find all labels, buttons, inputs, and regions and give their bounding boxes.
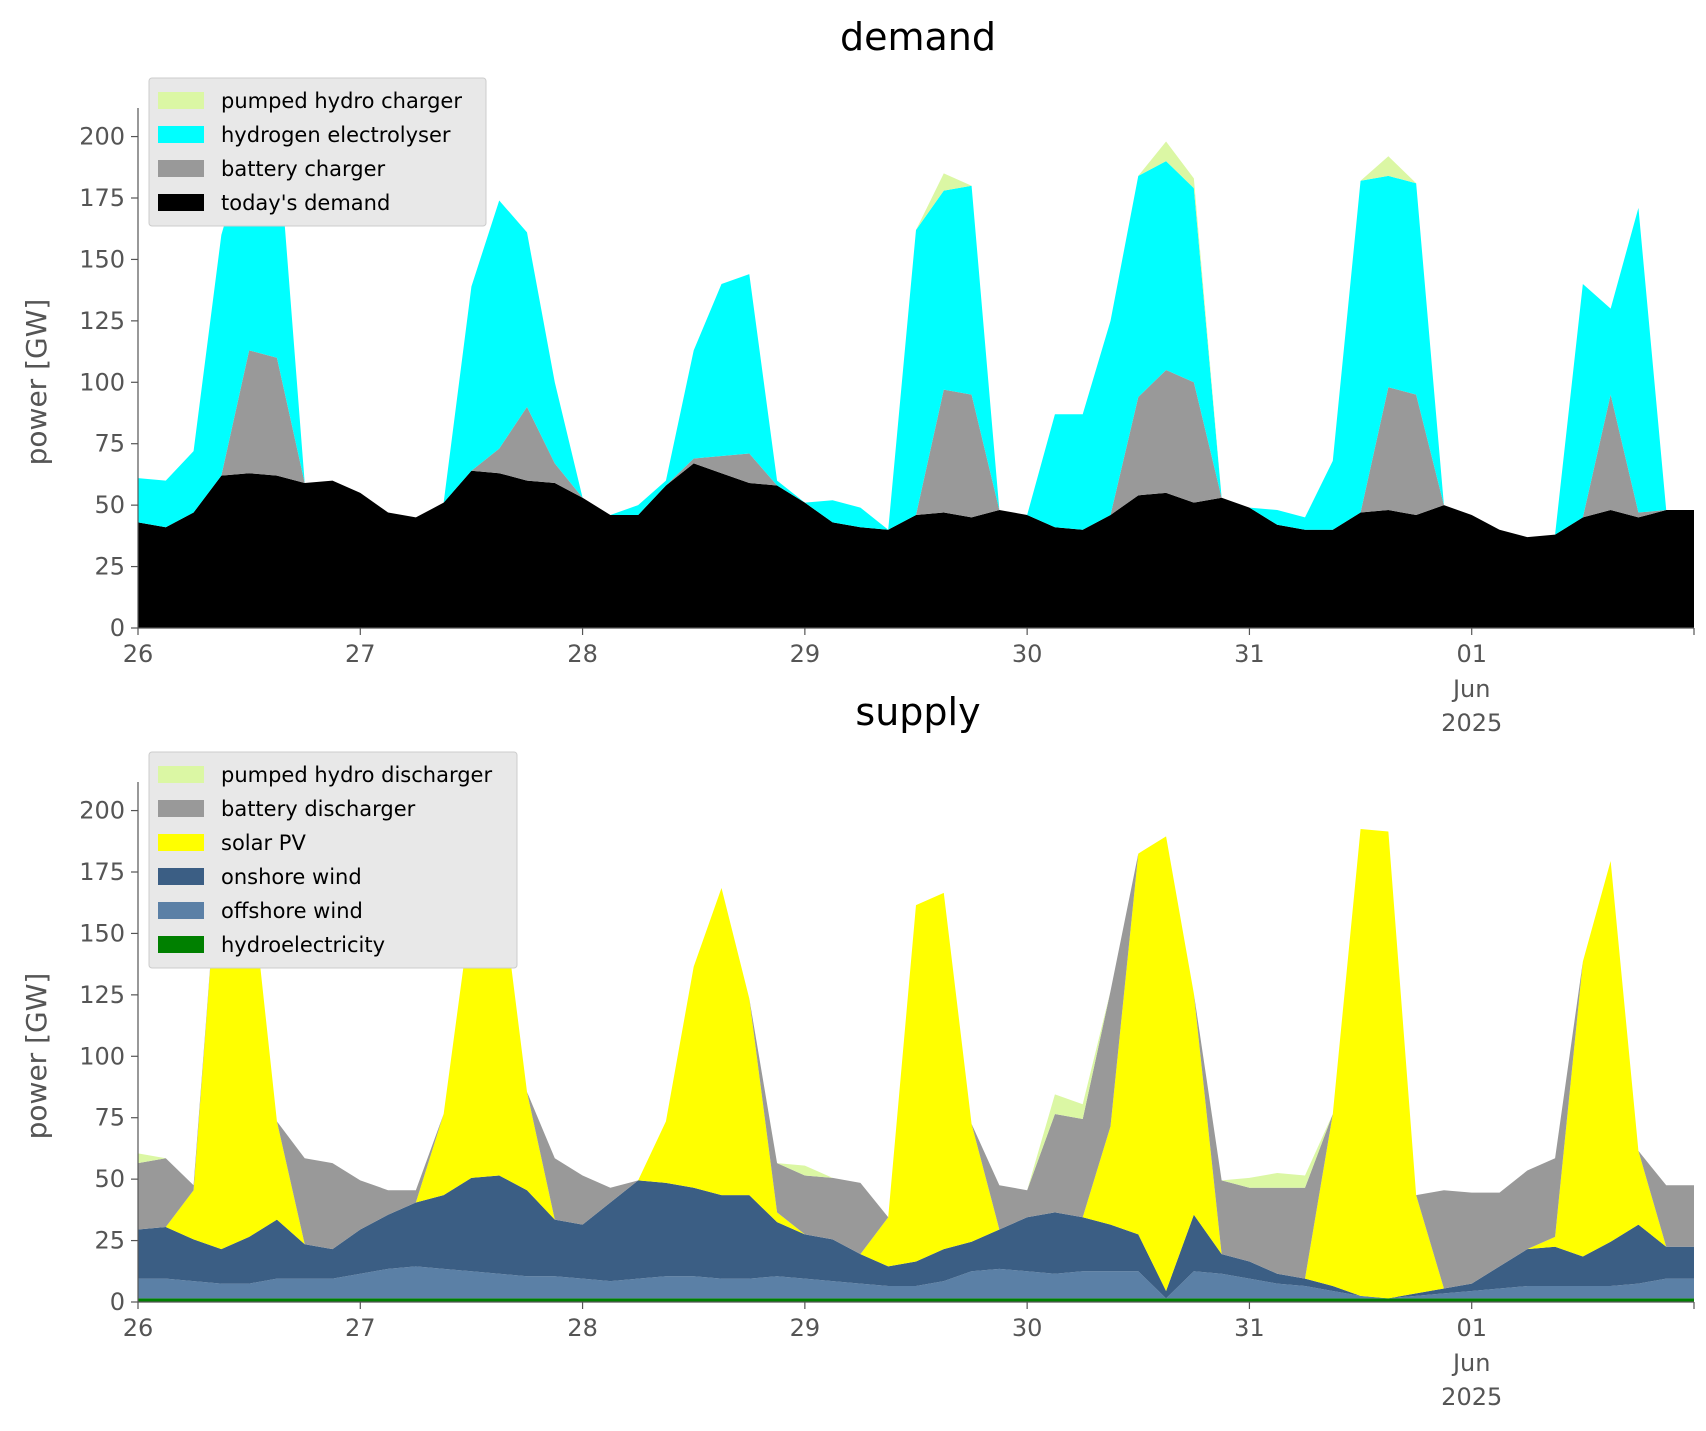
y-tick-label: 25 [94,1227,125,1255]
x-tick-label: 26 [123,1314,154,1342]
y-tick-label: 100 [79,368,125,396]
x-tick-label: 27 [345,1314,376,1342]
x-tick-label: 26 [123,640,154,668]
legend-swatch-battery-charger [158,160,204,177]
x-tick-label: 29 [790,1314,821,1342]
y-tick-label: 175 [79,184,125,212]
legend-label-solar-pv: solar PV [221,831,306,855]
x-tick-label-year: 2025 [1441,709,1502,737]
legend-label-pumped-hydro-discharger: pumped hydro discharger [221,763,492,787]
legend-swatch-hydroelectricity [158,936,204,953]
area-onshore-wind [138,1175,1694,1299]
y-axis-label: power [GW] [20,299,53,466]
legend-swatch-today-s-demand [158,194,204,211]
legend-box [148,77,487,227]
x-tick-label-year: 2025 [1441,1383,1502,1411]
area-battery-charger [138,350,1694,538]
x-tick-label: 31 [1234,1314,1265,1342]
legend-label-onshore-wind: onshore wind [221,865,362,889]
y-tick-label: 200 [79,797,125,825]
y-tick-label: 125 [79,307,125,335]
supply-panel: 0 25 50 75 100 125 150 175 200 26 27 28 29 30 31 01 Jun 2… [20,690,1695,1411]
legend-label-pumped-hydro-charger: pumped hydro charger [221,89,462,113]
x-tick-label: 27 [345,640,376,668]
x-tick-label: 28 [567,640,598,668]
legend: pumped hydro discharger battery discharge… [148,751,518,969]
y-tick-label: 150 [79,919,125,947]
legend-swatch-pumped-hydro-charger [158,92,204,109]
x-tick-label: 31 [1234,640,1265,668]
x-tick-label: 30 [1012,1314,1043,1342]
y-axis-label: power [GW] [20,973,53,1140]
legend-box [148,751,518,969]
legend-swatch-offshore-wind [158,902,204,919]
x-tick-label-month: Jun [1451,675,1491,703]
legend-label-offshore-wind: offshore wind [221,899,363,923]
legend-swatch-solar-pv [158,834,204,851]
legend-label-hydroelectricity: hydroelectricity [221,933,385,957]
x-tick-label: 01 [1456,640,1487,668]
y-tick-label: 0 [110,614,125,642]
legend-label-battery-discharger: battery discharger [221,797,416,821]
area-solar-pv [138,819,1694,1299]
y-tick-label: 75 [94,430,125,458]
demand-panel: 0 25 50 75 100 125 150 175 200 26 27 28 29 30 31 01 Jun 2… [20,15,1695,737]
area-today-s-demand [138,463,1694,628]
legend-label-hydrogen-electrolyser: hydrogen electrolyser [221,123,451,147]
y-tick-label: 50 [94,1165,125,1193]
y-tick-label: 100 [79,1042,125,1070]
x-tick-label: 28 [567,1314,598,1342]
legend-swatch-onshore-wind [158,868,204,885]
x-tick-label: 30 [1012,640,1043,668]
legend: pumped hydro charger hydrogen electrolyse… [148,77,487,227]
chart-title: demand [840,15,996,59]
legend-swatch-pumped-hydro-discharger [158,766,204,783]
area-hydroelectricity [138,1298,1694,1302]
y-tick-label: 50 [94,491,125,519]
legend-label-battery-charger: battery charger [221,157,386,181]
y-tick-label: 150 [79,245,125,273]
y-tick-label: 175 [79,858,125,886]
x-tick-label: 01 [1456,1314,1487,1342]
y-tick-label: 125 [79,981,125,1009]
y-tick-label: 25 [94,553,125,581]
y-tick-label: 75 [94,1104,125,1132]
y-tick-label: 0 [110,1288,125,1316]
legend-label-today-s-demand: today's demand [221,191,390,215]
y-tick-label: 200 [79,123,125,151]
area-offshore-wind [138,1266,1694,1299]
area-battery-discharger [138,819,1694,1289]
chart-title: supply [855,690,980,734]
x-tick-label-month: Jun [1451,1349,1491,1377]
legend-swatch-battery-discharger [158,800,204,817]
legend-swatch-hydrogen-electrolyser [158,126,204,143]
area-hydrogen-electrolyser [138,124,1694,538]
x-tick-label: 29 [790,640,821,668]
